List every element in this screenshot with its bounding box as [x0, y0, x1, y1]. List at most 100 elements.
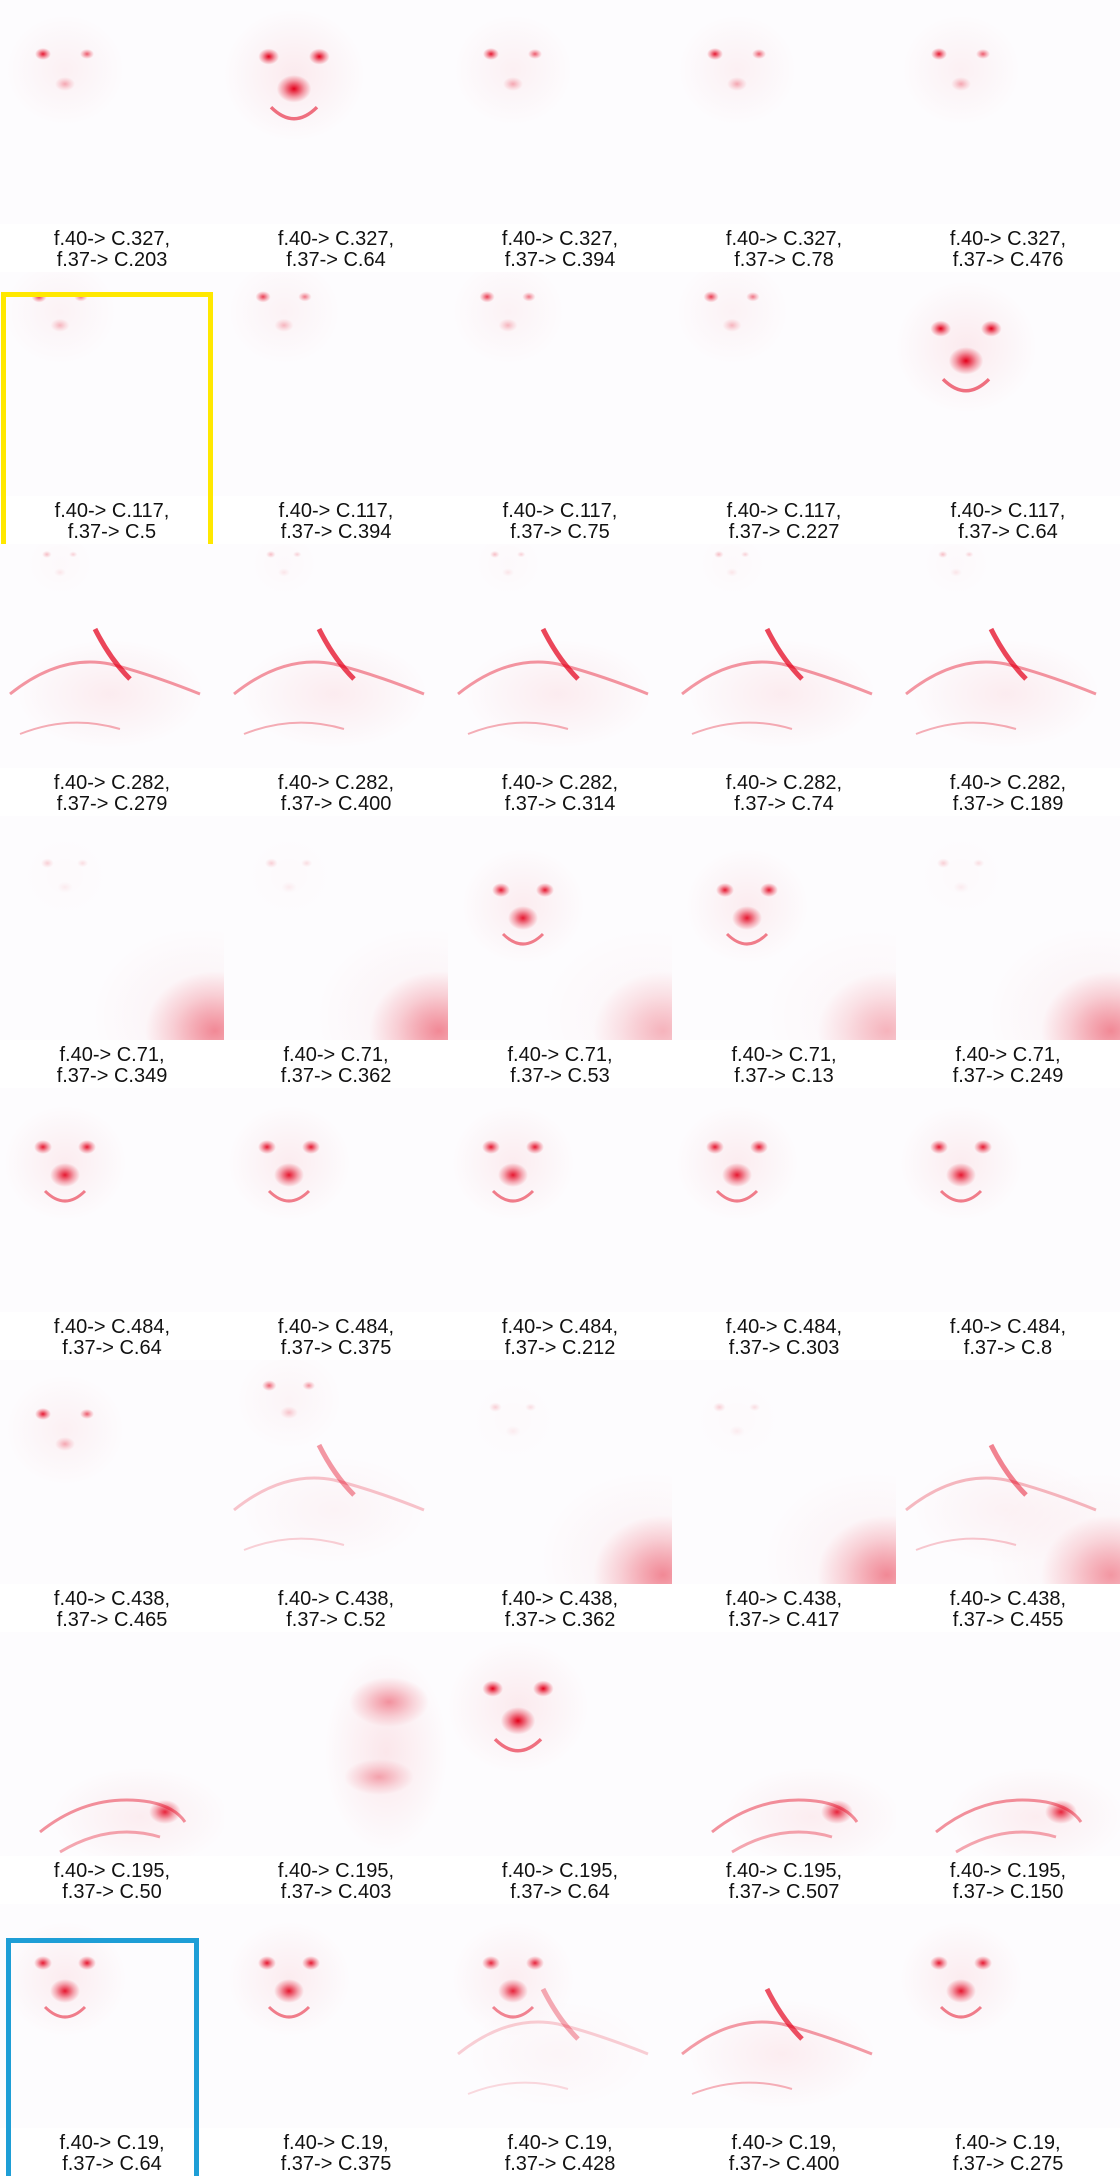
tile-caption: f.40-> C.195, f.37-> C.64	[448, 1861, 672, 1903]
caption-source-channel: f.40-> C.195,	[53, 1860, 171, 1882]
tile-caption: f.40-> C.117, f.37-> C.227	[672, 501, 896, 543]
activation-heatmap	[896, 544, 1120, 768]
tile-caption: f.40-> C.19, f.37-> C.275	[896, 2133, 1120, 2175]
heatmap-tile: f.40-> C.327, f.37-> C.64	[224, 0, 448, 272]
tile-caption: f.40-> C.438, f.37-> C.465	[0, 1589, 224, 1631]
heatmap-tile: f.40-> C.117, f.37-> C.227	[672, 272, 896, 544]
caption-target-channel: f.37-> C.74	[734, 793, 834, 815]
caption-source-channel: f.40-> C.327,	[725, 228, 843, 250]
caption-source-channel: f.40-> C.71,	[955, 1044, 1061, 1066]
tile-caption: f.40-> C.484, f.37-> C.375	[224, 1317, 448, 1359]
caption-target-channel: f.37-> C.455	[952, 1609, 1064, 1631]
activation-heatmap	[0, 0, 224, 224]
heatmap-tile: f.40-> C.484, f.37-> C.8	[896, 1088, 1120, 1360]
heatmap-tile: f.40-> C.117, f.37-> C.75	[448, 272, 672, 544]
caption-target-channel: f.37-> C.5	[67, 521, 157, 543]
tile-caption: f.40-> C.327, f.37-> C.78	[672, 229, 896, 271]
activation-heatmap	[0, 1360, 224, 1584]
tile-caption: f.40-> C.438, f.37-> C.362	[448, 1589, 672, 1631]
tile-caption: f.40-> C.438, f.37-> C.417	[672, 1589, 896, 1631]
activation-heatmap	[896, 1904, 1120, 2128]
caption-source-channel: f.40-> C.19,	[507, 2132, 613, 2154]
caption-target-channel: f.37-> C.78	[734, 249, 834, 271]
caption-source-channel: f.40-> C.195,	[277, 1860, 395, 1882]
activation-heatmap	[672, 544, 896, 768]
activation-heatmap	[0, 272, 224, 496]
caption-source-channel: f.40-> C.282,	[53, 772, 171, 794]
tile-caption: f.40-> C.282, f.37-> C.74	[672, 773, 896, 815]
activation-heatmap	[224, 1904, 448, 2128]
tile-caption: f.40-> C.117, f.37-> C.5	[0, 501, 224, 543]
tile-caption: f.40-> C.484, f.37-> C.64	[0, 1317, 224, 1359]
caption-target-channel: f.37-> C.375	[280, 1337, 392, 1359]
activation-heatmap	[0, 1088, 224, 1312]
activation-heatmap	[896, 1088, 1120, 1312]
heatmap-tile: f.40-> C.117, f.37-> C.394	[224, 272, 448, 544]
activation-heatmap	[448, 544, 672, 768]
activation-heatmap	[0, 544, 224, 768]
caption-source-channel: f.40-> C.327,	[501, 228, 619, 250]
caption-target-channel: f.37-> C.303	[728, 1337, 840, 1359]
caption-target-channel: f.37-> C.362	[504, 1609, 616, 1631]
tile-caption: f.40-> C.71, f.37-> C.362	[224, 1045, 448, 1087]
tile-caption: f.40-> C.484, f.37-> C.303	[672, 1317, 896, 1359]
heatmap-tile: f.40-> C.484, f.37-> C.303	[672, 1088, 896, 1360]
tile-caption: f.40-> C.71, f.37-> C.53	[448, 1045, 672, 1087]
heatmap-tile: f.40-> C.438, f.37-> C.52	[224, 1360, 448, 1632]
tile-caption: f.40-> C.282, f.37-> C.189	[896, 773, 1120, 815]
activation-heatmap	[0, 816, 224, 1040]
heatmap-tile: f.40-> C.19, f.37-> C.275	[896, 1904, 1120, 2176]
activation-heatmap	[896, 1360, 1120, 1584]
heatmap-tile: f.40-> C.195, f.37-> C.507	[672, 1632, 896, 1904]
caption-source-channel: f.40-> C.195,	[501, 1860, 619, 1882]
heatmap-tile: f.40-> C.484, f.37-> C.375	[224, 1088, 448, 1360]
tile-caption: f.40-> C.19, f.37-> C.64	[0, 2133, 224, 2175]
activation-heatmap	[672, 816, 896, 1040]
activation-heatmap	[448, 1904, 672, 2128]
tile-caption: f.40-> C.438, f.37-> C.455	[896, 1589, 1120, 1631]
caption-target-channel: f.37-> C.275	[952, 2153, 1064, 2175]
heatmap-tile: f.40-> C.195, f.37-> C.50	[0, 1632, 224, 1904]
activation-heatmap	[448, 816, 672, 1040]
caption-source-channel: f.40-> C.327,	[949, 228, 1067, 250]
heatmap-tile: f.40-> C.327, f.37-> C.203	[0, 0, 224, 272]
heatmap-tile: f.40-> C.282, f.37-> C.314	[448, 544, 672, 816]
activation-heatmap	[224, 816, 448, 1040]
caption-target-channel: f.37-> C.279	[56, 793, 168, 815]
caption-source-channel: f.40-> C.327,	[53, 228, 171, 250]
caption-source-channel: f.40-> C.282,	[277, 772, 395, 794]
activation-heatmap	[672, 1360, 896, 1584]
caption-source-channel: f.40-> C.484,	[501, 1316, 619, 1338]
activation-heatmap	[672, 1632, 896, 1856]
caption-target-channel: f.37-> C.349	[56, 1065, 168, 1087]
caption-source-channel: f.40-> C.484,	[949, 1316, 1067, 1338]
caption-source-channel: f.40-> C.117,	[502, 500, 618, 522]
caption-target-channel: f.37-> C.476	[952, 249, 1064, 271]
heatmap-tile: f.40-> C.19, f.37-> C.428	[448, 1904, 672, 2176]
caption-target-channel: f.37-> C.64	[286, 249, 386, 271]
caption-target-channel: f.37-> C.64	[62, 1337, 162, 1359]
heatmap-tile: f.40-> C.282, f.37-> C.279	[0, 544, 224, 816]
caption-source-channel: f.40-> C.484,	[277, 1316, 395, 1338]
caption-source-channel: f.40-> C.484,	[725, 1316, 843, 1338]
caption-source-channel: f.40-> C.282,	[725, 772, 843, 794]
heatmap-tile: f.40-> C.117, f.37-> C.5	[0, 272, 224, 544]
caption-source-channel: f.40-> C.484,	[53, 1316, 171, 1338]
activation-heatmap	[224, 0, 448, 224]
caption-source-channel: f.40-> C.19,	[731, 2132, 837, 2154]
activation-heatmap	[448, 1088, 672, 1312]
caption-target-channel: f.37-> C.465	[56, 1609, 168, 1631]
activation-heatmap	[896, 1632, 1120, 1856]
caption-source-channel: f.40-> C.438,	[725, 1588, 843, 1610]
activation-heatmap	[0, 1904, 224, 2128]
tile-caption: f.40-> C.195, f.37-> C.150	[896, 1861, 1120, 1903]
caption-source-channel: f.40-> C.71,	[731, 1044, 837, 1066]
caption-target-channel: f.37-> C.75	[510, 521, 610, 543]
heatmap-tile: f.40-> C.327, f.37-> C.476	[896, 0, 1120, 272]
caption-source-channel: f.40-> C.438,	[53, 1588, 171, 1610]
activation-heatmap	[224, 1088, 448, 1312]
caption-target-channel: f.37-> C.64	[510, 1881, 610, 1903]
tile-caption: f.40-> C.327, f.37-> C.394	[448, 229, 672, 271]
caption-target-channel: f.37-> C.417	[728, 1609, 840, 1631]
heatmap-tile: f.40-> C.438, f.37-> C.417	[672, 1360, 896, 1632]
